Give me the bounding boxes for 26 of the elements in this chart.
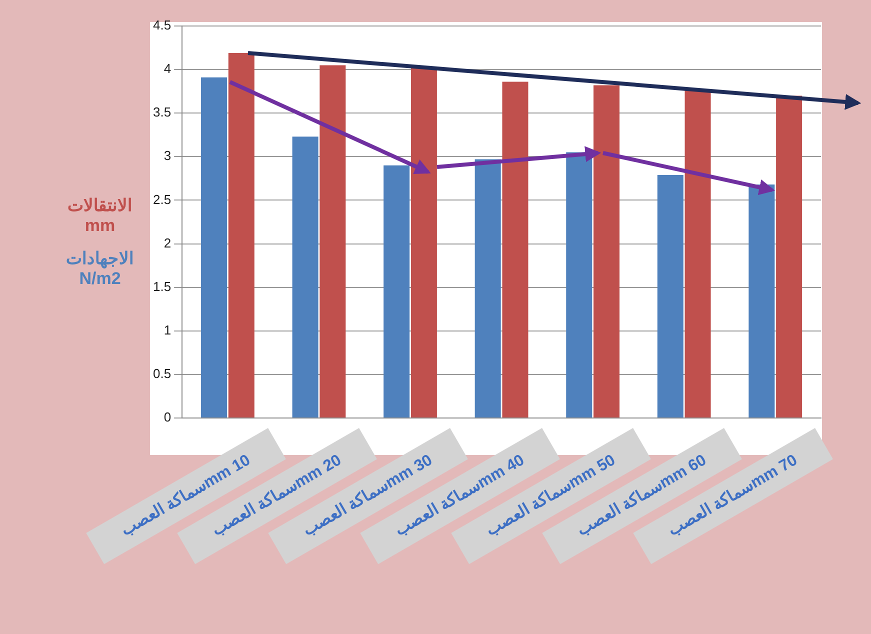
bar	[410, 68, 437, 418]
y-tick-label: 0.5	[152, 366, 172, 382]
bar	[228, 53, 254, 418]
bar	[776, 96, 802, 418]
bar	[502, 82, 528, 418]
bar	[593, 85, 620, 418]
y-tick-label: 2	[164, 235, 172, 250]
bar	[657, 174, 684, 418]
text: الاجهادات N/m2	[65, 248, 135, 289]
y-tick-label: 4	[164, 61, 172, 76]
y-tick-label: 3	[164, 148, 172, 164]
bar	[201, 77, 228, 418]
bar	[684, 90, 711, 418]
text: الانتقالات mm	[66, 195, 134, 236]
bar	[566, 152, 592, 418]
y-tick-label: 1.5	[152, 278, 172, 294]
y-tick-label: 3.5	[152, 104, 172, 120]
y-tick-label: 0	[164, 410, 172, 425]
y-tick-label: 4.5	[152, 18, 172, 33]
bar	[384, 165, 410, 418]
bar	[748, 184, 775, 418]
bar	[474, 159, 501, 418]
bar	[320, 65, 346, 418]
y-tick-label: 1	[164, 322, 172, 338]
y-tick-label: 2.5	[152, 192, 172, 207]
bar	[292, 136, 318, 418]
